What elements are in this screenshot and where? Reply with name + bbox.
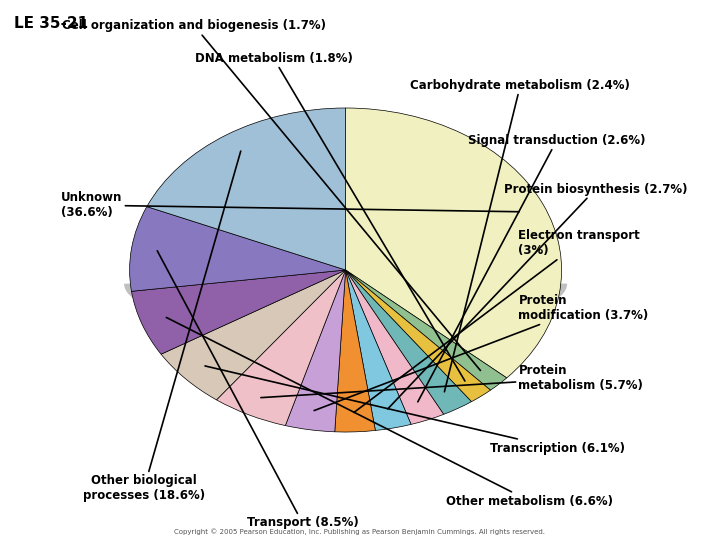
Text: Cell organization and biogenesis (1.7%): Cell organization and biogenesis (1.7%) (63, 19, 480, 370)
Wedge shape (346, 270, 507, 390)
Text: Other biological
processes (18.6%): Other biological processes (18.6%) (83, 151, 240, 502)
Wedge shape (346, 270, 472, 414)
Wedge shape (130, 207, 346, 291)
Wedge shape (132, 270, 346, 354)
Text: LE 35-21: LE 35-21 (14, 16, 89, 31)
Text: Signal transduction (2.6%): Signal transduction (2.6%) (418, 134, 646, 402)
Wedge shape (161, 270, 346, 400)
Text: Protein
modification (3.7%): Protein modification (3.7%) (314, 294, 649, 410)
Wedge shape (346, 108, 562, 378)
Text: Transcription (6.1%): Transcription (6.1%) (205, 366, 625, 455)
Text: Carbohydrate metabolism (2.4%): Carbohydrate metabolism (2.4%) (410, 79, 630, 392)
Wedge shape (346, 270, 490, 402)
Text: Unknown
(36.6%): Unknown (36.6%) (61, 191, 519, 219)
Wedge shape (147, 108, 346, 270)
Text: Copyright © 2005 Pearson Education, Inc. Publishing as Pearson Benjamin Cummings: Copyright © 2005 Pearson Education, Inc.… (174, 528, 546, 535)
Text: Transport (8.5%): Transport (8.5%) (157, 251, 359, 529)
Wedge shape (285, 270, 346, 432)
Text: Protein
metabolism (5.7%): Protein metabolism (5.7%) (261, 364, 643, 397)
Text: Electron transport
(3%): Electron transport (3%) (354, 229, 640, 413)
Text: Other metabolism (6.6%): Other metabolism (6.6%) (166, 318, 613, 508)
Wedge shape (346, 270, 444, 424)
Text: DNA metabolism (1.8%): DNA metabolism (1.8%) (194, 52, 465, 381)
Wedge shape (335, 270, 375, 432)
Wedge shape (346, 270, 411, 430)
Wedge shape (217, 270, 346, 426)
Text: Protein biosynthesis (2.7%): Protein biosynthesis (2.7%) (387, 183, 688, 409)
